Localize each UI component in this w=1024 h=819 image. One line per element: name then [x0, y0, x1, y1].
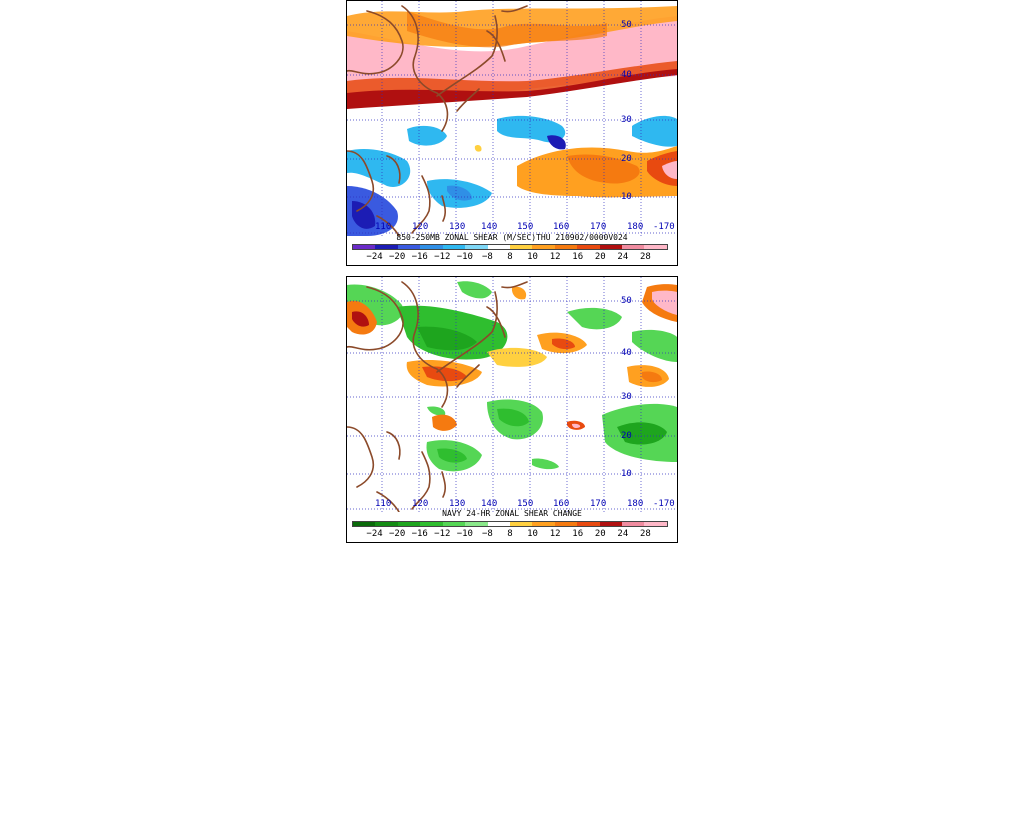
- colorbar-swatch: [420, 245, 443, 249]
- colorbar-label: 8: [507, 529, 513, 539]
- lon-label: 160: [553, 222, 570, 232]
- colorbar-swatch: [532, 522, 555, 526]
- colorbar-label: −20: [389, 529, 406, 539]
- map-title: 850-250MB ZONAL SHEAR (M/SEC)THU 210902/…: [396, 233, 628, 242]
- colorbar-label: 12: [549, 529, 561, 539]
- lon-label: 160: [553, 499, 570, 509]
- lat-label: 30: [621, 115, 632, 125]
- colorbar-label: 28: [640, 252, 651, 262]
- colorbar-label: −10: [456, 529, 473, 539]
- lat-label: 40: [621, 70, 632, 80]
- colorbar-swatch: [465, 522, 488, 526]
- colorbar-swatch: [622, 522, 645, 526]
- colorbar-swatch: [644, 522, 667, 526]
- lat-label: 30: [621, 392, 632, 402]
- lon-label: 150: [517, 222, 534, 232]
- shear-change-panel: 110 120 130 140 150 160 170 180 -170 50 …: [346, 276, 678, 543]
- lon-label: 120: [412, 222, 429, 232]
- lon-label: 120: [412, 499, 429, 509]
- map-title: NAVY 24-HR ZONAL SHEAR CHANGE: [442, 509, 582, 518]
- zonal-shear-panel: 110 120 130 140 150 160 170 180 -170 50 …: [346, 0, 678, 266]
- colorbar-swatch: [397, 522, 421, 526]
- colorbar-label: 20: [594, 529, 606, 539]
- colorbar-label: −10: [456, 252, 473, 262]
- lat-label: 10: [621, 192, 632, 202]
- lat-label: 20: [621, 154, 632, 164]
- zonal-shear-map: [347, 1, 677, 236]
- colorbar-swatch: [487, 245, 510, 249]
- colorbar-swatch: [599, 245, 623, 249]
- colorbar-swatch: [509, 245, 533, 249]
- colorbar-label: 16: [572, 252, 584, 262]
- lon-label: 180: [627, 499, 644, 509]
- colorbar-swatch: [487, 522, 510, 526]
- colorbar-label: 20: [594, 252, 606, 262]
- lat-label: 20: [621, 431, 632, 441]
- colorbar-swatch: [420, 522, 443, 526]
- colorbar-label: 10: [527, 529, 538, 539]
- lon-label: 140: [481, 222, 498, 232]
- lat-label: 50: [621, 20, 632, 30]
- colorbar-label: −12: [434, 252, 451, 262]
- colorbar-label: −16: [411, 252, 428, 262]
- lon-label: 140: [481, 499, 498, 509]
- colorbar-label: −8: [482, 252, 493, 262]
- colorbar-swatch: [353, 245, 376, 249]
- shear-change-map: [347, 277, 677, 512]
- colorbar-swatch: [554, 522, 578, 526]
- colorbar-labels: −24 −20 −16 −12 −10 −8 8 10 12 16 20 24 28: [352, 530, 668, 540]
- lat-label: 40: [621, 348, 632, 358]
- lon-label: 130: [449, 499, 466, 509]
- colorbar-swatch: [599, 522, 623, 526]
- colorbar-swatch: [577, 245, 600, 249]
- colorbar-swatch: [375, 245, 398, 249]
- colorbar-label: 28: [640, 529, 651, 539]
- colorbar-label: −8: [482, 529, 493, 539]
- colorbar-swatch: [509, 522, 533, 526]
- lon-label: 110: [375, 499, 392, 509]
- colorbar-label: −24: [366, 252, 383, 262]
- colorbar-swatch: [442, 245, 466, 249]
- lon-label: 150: [517, 499, 534, 509]
- colorbar-label: 16: [572, 529, 584, 539]
- colorbar-swatch: [554, 245, 578, 249]
- colorbar-label: 10: [527, 252, 538, 262]
- colorbar: [352, 244, 668, 250]
- colorbar-swatch: [375, 522, 398, 526]
- colorbar-label: 8: [507, 252, 513, 262]
- colorbar-label: 24: [617, 529, 629, 539]
- lon-label: 130: [449, 222, 466, 232]
- colorbar-swatch: [644, 245, 667, 249]
- lon-label: 170: [590, 222, 607, 232]
- colorbar-swatch: [622, 245, 645, 249]
- lon-label: 180: [627, 222, 644, 232]
- colorbar-label: −24: [366, 529, 383, 539]
- colorbar: [352, 521, 668, 527]
- colorbar-label: −12: [434, 529, 451, 539]
- colorbar-swatch: [532, 245, 555, 249]
- colorbar-label: −16: [411, 529, 428, 539]
- colorbar-label: −20: [389, 252, 406, 262]
- lat-label: 10: [621, 469, 632, 479]
- lon-label: 170: [590, 499, 607, 509]
- lon-label: 110: [375, 222, 392, 232]
- colorbar-swatch: [577, 522, 600, 526]
- colorbar-swatch: [442, 522, 466, 526]
- colorbar-swatch: [465, 245, 488, 249]
- lat-label: 50: [621, 296, 632, 306]
- colorbar-labels: −24 −20 −16 −12 −10 −8 8 10 12 16 20 24 28: [352, 253, 668, 263]
- colorbar-label: 12: [549, 252, 561, 262]
- colorbar-label: 24: [617, 252, 629, 262]
- lon-label: -170: [653, 499, 675, 509]
- lon-label: -170: [653, 222, 675, 232]
- colorbar-swatch: [353, 522, 376, 526]
- colorbar-swatch: [397, 245, 421, 249]
